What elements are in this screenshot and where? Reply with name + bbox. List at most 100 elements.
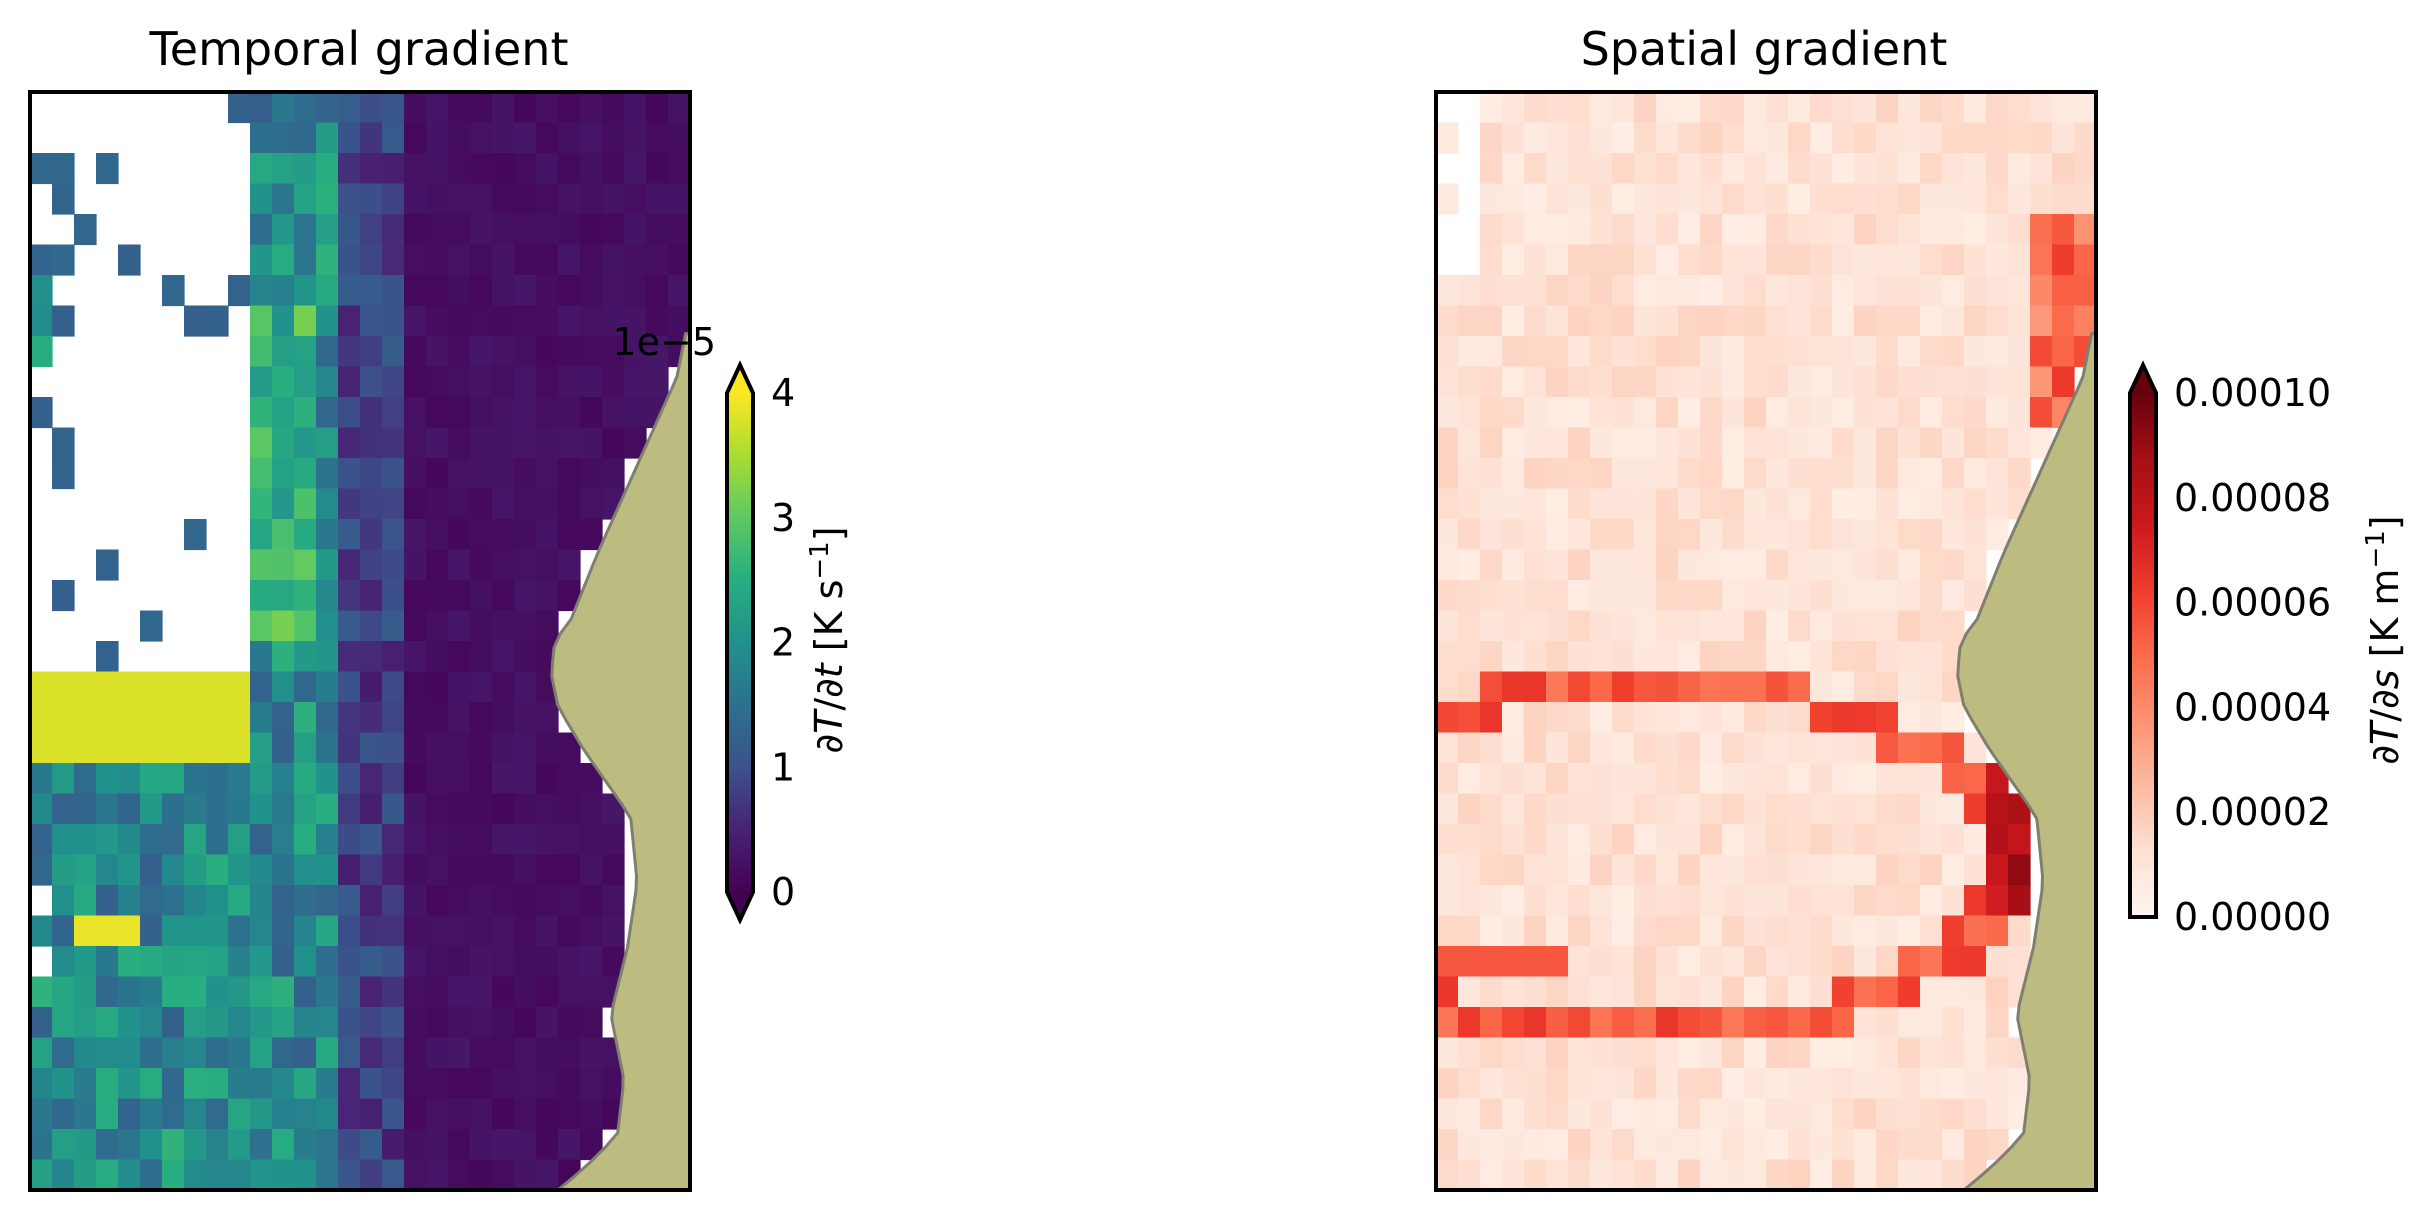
heatmap-cell — [426, 488, 449, 520]
heatmap-cell — [448, 915, 471, 947]
heatmap-cell — [52, 183, 75, 215]
heatmap-cell — [1876, 305, 1899, 337]
heatmap-cell — [1788, 824, 1811, 856]
heatmap-cell — [1766, 1159, 1789, 1190]
heatmap-cell — [52, 1098, 75, 1130]
heatmap-cell — [1524, 122, 1547, 154]
heatmap-cell — [1634, 214, 1657, 246]
heatmap-cell — [1722, 122, 1745, 154]
heatmap-cell — [624, 244, 647, 276]
heatmap-cell — [1700, 122, 1723, 154]
heatmap-cell — [514, 824, 537, 856]
heatmap-cell — [228, 1037, 251, 1069]
heatmap-cell — [184, 671, 207, 703]
heatmap-cell — [2052, 122, 2075, 154]
heatmap-cell — [1634, 336, 1657, 368]
heatmap-cell — [1590, 397, 1613, 429]
heatmap-cell — [1854, 732, 1877, 764]
heatmap-cell — [536, 1129, 559, 1161]
heatmap-cell — [1920, 305, 1943, 337]
heatmap-cell — [1854, 427, 1877, 459]
heatmap-cell — [294, 946, 317, 978]
heatmap-cell — [1722, 153, 1745, 185]
heatmap-cell — [1458, 763, 1481, 795]
heatmap-cell — [602, 854, 625, 886]
heatmap-cell — [1656, 305, 1679, 337]
heatmap-cell — [1480, 946, 1503, 978]
heatmap-cell — [1656, 732, 1679, 764]
heatmap-cell — [558, 92, 581, 124]
heatmap-cell — [206, 763, 229, 795]
heatmap-cell — [1656, 488, 1679, 520]
heatmap-cell — [272, 397, 295, 429]
heatmap-cell — [558, 1129, 581, 1161]
heatmap-cell — [338, 1037, 361, 1069]
heatmap-cell — [1942, 763, 1965, 795]
heatmap-cell — [426, 641, 449, 673]
heatmap-cell — [1568, 549, 1591, 581]
heatmap-cell — [1634, 1068, 1657, 1100]
heatmap-cell — [426, 519, 449, 551]
heatmap-cell — [74, 1007, 97, 1039]
heatmap-cell — [228, 885, 251, 917]
heatmap-cell — [580, 1037, 603, 1069]
heatmap-cell — [492, 427, 515, 459]
heatmap-cell — [1964, 763, 1987, 795]
heatmap-cell — [1876, 885, 1899, 917]
heatmap-cell — [1700, 793, 1723, 825]
heatmap-cell — [1502, 885, 1525, 917]
heatmap-cell — [2074, 183, 2096, 215]
heatmap-cell — [1788, 763, 1811, 795]
heatmap-cell — [382, 793, 405, 825]
heatmap-cell — [404, 1159, 427, 1190]
heatmap-cell — [1920, 824, 1943, 856]
heatmap-cell — [448, 854, 471, 886]
heatmap-cell — [1524, 1037, 1547, 1069]
heatmap-cell — [96, 885, 119, 917]
heatmap-cell — [1546, 183, 1569, 215]
heatmap-cell — [2052, 214, 2075, 246]
heatmap-cell — [602, 366, 625, 398]
heatmap-cell — [536, 183, 559, 215]
heatmap-cell — [514, 427, 537, 459]
heatmap-cell — [1546, 1007, 1569, 1039]
heatmap-cell — [2052, 305, 2075, 337]
heatmap-cell — [1920, 946, 1943, 978]
heatmap-cell — [1876, 519, 1899, 551]
heatmap-cell — [1458, 549, 1481, 581]
heatmap-cell — [74, 671, 97, 703]
heatmap-cell — [162, 1129, 185, 1161]
heatmap-cell — [580, 244, 603, 276]
heatmap-cell — [1458, 610, 1481, 642]
heatmap-cell — [1568, 976, 1591, 1008]
heatmap-cell — [1458, 854, 1481, 886]
heatmap-cell — [1480, 885, 1503, 917]
heatmap-cell — [1678, 915, 1701, 947]
heatmap-cell — [1634, 366, 1657, 398]
heatmap-cell — [338, 397, 361, 429]
heatmap-cell — [1876, 1068, 1899, 1100]
heatmap-cell — [294, 1159, 317, 1190]
heatmap-cell — [1480, 305, 1503, 337]
heatmap-cell — [1766, 671, 1789, 703]
heatmap-cell — [1854, 976, 1877, 1008]
heatmap-cell — [1964, 1129, 1987, 1161]
heatmap-cell — [448, 793, 471, 825]
heatmap-cell — [52, 793, 75, 825]
heatmap-cell — [294, 427, 317, 459]
heatmap-cell — [1744, 702, 1767, 734]
heatmap-cell — [602, 336, 625, 368]
heatmap-cell — [1788, 671, 1811, 703]
heatmap-cell — [492, 183, 515, 215]
heatmap-cell — [1920, 427, 1943, 459]
heatmap-cell — [1744, 458, 1767, 490]
heatmap-cell — [1832, 214, 1855, 246]
heatmap-cell — [426, 671, 449, 703]
heatmap-cell — [1436, 641, 1459, 673]
heatmap-cell — [470, 275, 493, 307]
heatmap-cell — [1722, 854, 1745, 886]
heatmap-cell — [228, 702, 251, 734]
heatmap-cell — [1986, 305, 2009, 337]
heatmap-cell — [1898, 915, 1921, 947]
heatmap-cell — [1810, 1068, 1833, 1100]
